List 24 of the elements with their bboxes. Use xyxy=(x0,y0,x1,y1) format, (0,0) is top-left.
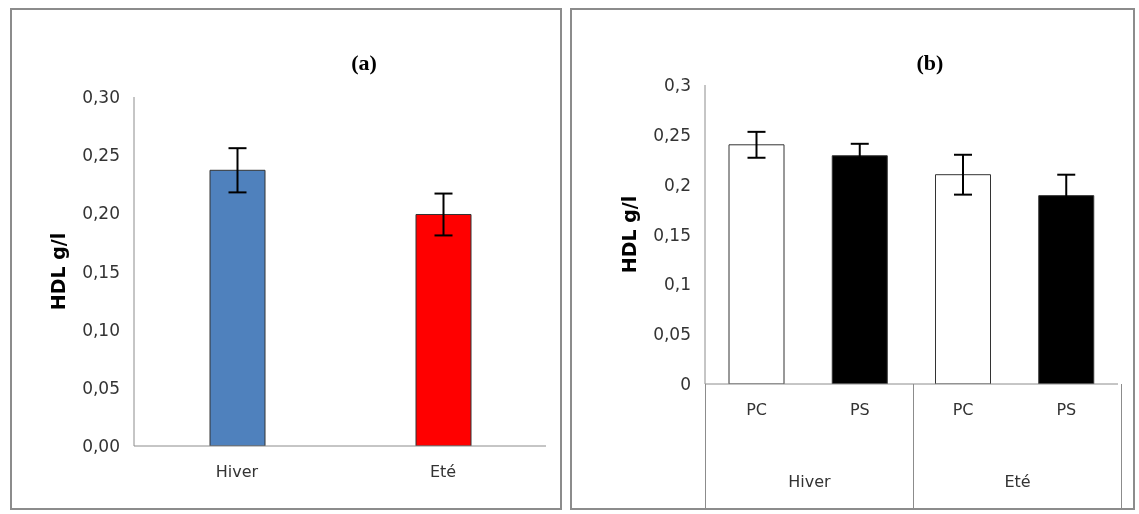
x-tick-label: PS xyxy=(1056,400,1077,420)
y-tick-label: 0,05 xyxy=(82,377,120,398)
y-axis-title: HDL g/l xyxy=(617,195,640,274)
y-tick-label: 0,25 xyxy=(82,145,120,166)
y-tick-label: 0,05 xyxy=(653,324,691,345)
y-axis-title: HDL g/l xyxy=(46,232,69,311)
y-tick-label: 0,10 xyxy=(82,319,120,340)
bar xyxy=(935,174,991,384)
chart-title: (b) xyxy=(915,50,945,76)
y-tick-label: 0 xyxy=(680,374,691,395)
bar xyxy=(728,144,785,384)
y-tick-label: 0,20 xyxy=(82,203,120,224)
y-tick-label: 0,2 xyxy=(663,174,691,195)
x-tick-label: PS xyxy=(849,400,870,420)
y-tick-label: 0,1 xyxy=(663,274,691,295)
x-tick-label: PC xyxy=(746,400,768,420)
x-tick-label: PC xyxy=(952,400,974,420)
y-tick-label: 0,15 xyxy=(82,261,120,282)
y-tick-label: 0,00 xyxy=(82,436,120,457)
y-tick-label: 0,25 xyxy=(653,124,691,145)
y-tick-label: 0,30 xyxy=(82,87,120,108)
y-tick-label: 0,3 xyxy=(663,75,691,96)
y-tick-label: 0,15 xyxy=(653,224,691,245)
chart-title: (a) xyxy=(350,50,378,76)
